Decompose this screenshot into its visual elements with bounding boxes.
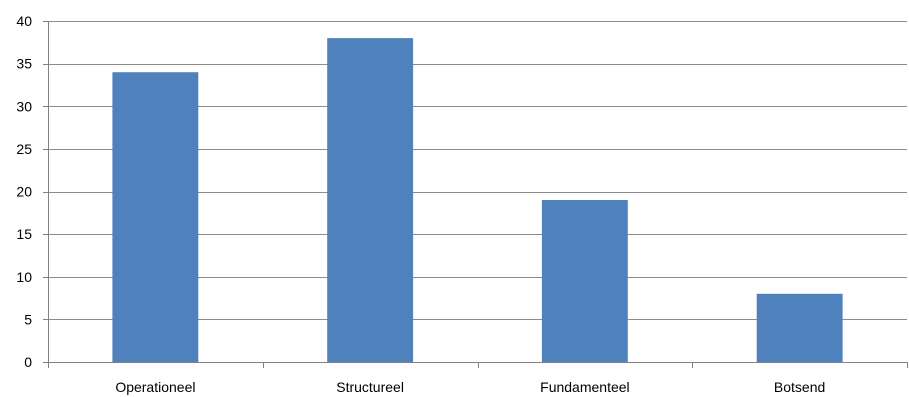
y-tick-label: 35 bbox=[16, 56, 32, 72]
bar-fundamenteel bbox=[541, 200, 628, 362]
y-tick-label: 15 bbox=[16, 226, 32, 242]
x-tick-label: Structureel bbox=[336, 379, 404, 395]
bar-operationeel bbox=[112, 72, 199, 362]
axes bbox=[43, 21, 908, 368]
y-tick-label: 25 bbox=[16, 141, 32, 157]
y-tick-label: 20 bbox=[16, 184, 32, 200]
y-tick-label: 10 bbox=[16, 269, 32, 285]
x-tick-label: Operationeel bbox=[115, 379, 195, 395]
y-tick-label: 5 bbox=[24, 311, 32, 327]
x-tick-label: Fundamenteel bbox=[540, 379, 630, 395]
y-tick-label: 0 bbox=[24, 354, 32, 370]
y-axis-tick-labels: 0 5 10 15 20 25 30 35 40 bbox=[16, 13, 32, 370]
x-axis-tick-labels: Operationeel Structureel Fundamenteel Botse… bbox=[115, 379, 825, 395]
bars bbox=[112, 38, 843, 362]
x-tick-label: Botsend bbox=[774, 379, 825, 395]
bar-structureel bbox=[327, 38, 414, 362]
bar-botsend bbox=[756, 293, 843, 362]
y-tick-label: 40 bbox=[16, 13, 32, 29]
y-tick-label: 30 bbox=[16, 98, 32, 114]
